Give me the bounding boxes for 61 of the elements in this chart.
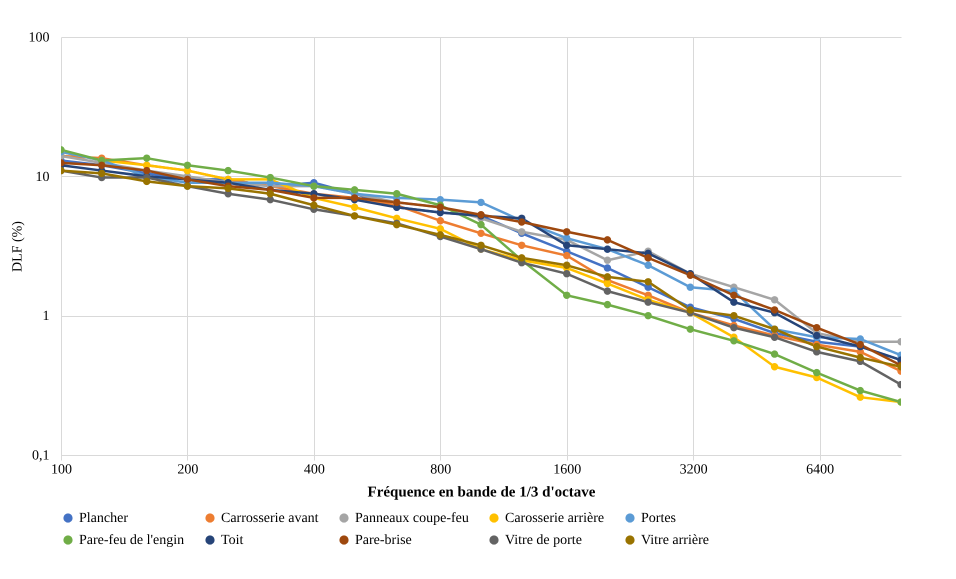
point	[730, 337, 738, 345]
point	[143, 154, 150, 162]
point	[143, 178, 150, 186]
point	[813, 324, 820, 332]
point	[730, 312, 738, 320]
y-tick-label: 1	[42, 309, 50, 324]
point	[686, 306, 694, 314]
point	[477, 230, 485, 238]
y-tick-label: 0,1	[32, 448, 50, 464]
x-tick-label: 200	[177, 462, 198, 478]
point	[813, 368, 820, 376]
y-tick-label: 100	[28, 30, 50, 46]
point	[184, 162, 192, 169]
point	[770, 363, 778, 370]
point	[730, 292, 738, 300]
legend-label: Toit	[221, 533, 244, 548]
point	[686, 325, 694, 333]
point	[644, 298, 652, 306]
x-tick-label: 1600	[553, 462, 582, 478]
point	[644, 254, 652, 262]
legend-label: Carrosserie avant	[221, 511, 319, 526]
x-tick-label: 400	[304, 462, 325, 478]
point	[770, 296, 778, 304]
point	[644, 262, 652, 269]
point	[730, 298, 738, 306]
point	[604, 264, 612, 272]
point	[604, 256, 612, 264]
legend-label: Carosserie arrière	[505, 511, 604, 526]
point	[604, 300, 612, 308]
point	[393, 190, 400, 198]
point	[770, 306, 778, 314]
legend-label: Portes	[641, 511, 676, 526]
point	[644, 278, 652, 286]
legend-label: Panneaux coupe-feu	[355, 511, 469, 526]
legend-label: Vitre arrière	[641, 533, 709, 548]
point	[604, 236, 612, 244]
point	[604, 287, 612, 295]
point	[350, 186, 358, 194]
point	[604, 280, 612, 288]
legend-label: Vitre de porte	[505, 533, 582, 548]
y-tick-label: 10	[36, 170, 50, 185]
point	[350, 204, 358, 211]
point	[770, 350, 778, 358]
point	[477, 242, 485, 249]
point	[477, 198, 485, 206]
x-axis-title: Fréquence en bande de 1/3 d'octave	[368, 484, 596, 500]
x-tick-label: 100	[51, 462, 72, 478]
point	[436, 225, 444, 233]
legend-label: Pare-feu de l'engin	[79, 533, 184, 548]
point	[436, 217, 444, 224]
x-tick-label: 6400	[806, 462, 834, 478]
legend-label: Pare-brise	[355, 533, 412, 548]
y-axis-title: DLF (%)	[10, 220, 26, 272]
x-tick-label: 800	[430, 462, 452, 478]
point	[604, 273, 612, 281]
point	[310, 202, 318, 209]
point	[477, 220, 485, 228]
legend-label: Plancher	[79, 511, 128, 526]
point	[686, 284, 694, 291]
x-tick-label: 3200	[680, 462, 708, 478]
point	[644, 312, 652, 320]
